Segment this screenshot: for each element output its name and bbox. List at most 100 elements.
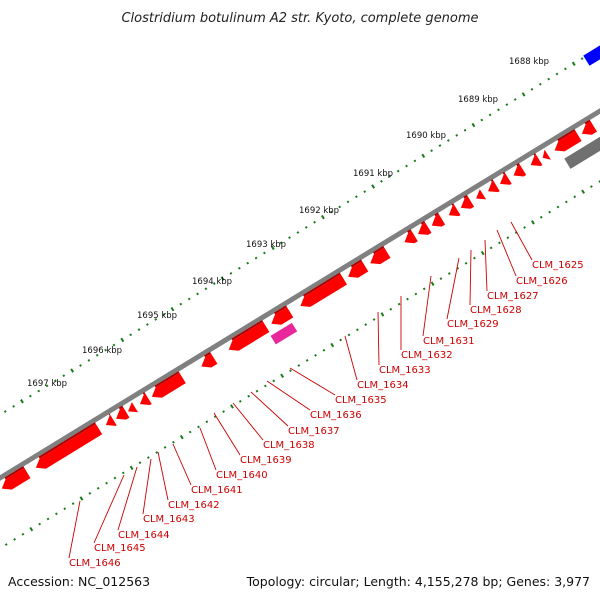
outer-scale-tick (455, 133, 459, 137)
scale-label: 1694 kbp (192, 277, 232, 287)
gene-label: CLM_1642 (168, 500, 220, 511)
outer-scale-tick (28, 394, 32, 398)
gene-label: CLM_1631 (423, 336, 475, 347)
inner-scale-tick (347, 333, 351, 337)
cds-arrow-shade (154, 371, 180, 388)
outer-scale-tick (338, 205, 342, 209)
scale-label: 1688 kbp (509, 57, 549, 67)
inner-scale-tick (163, 445, 167, 449)
gene-label-leader (250, 391, 289, 427)
gene-labels: CLM_1625 CLM_1626 CLM_1627 CLM_1628 CLM_1629… (69, 260, 584, 569)
outer-scale-tick (187, 297, 191, 301)
outer-scale-tick (438, 144, 442, 147)
gene-label-leader (199, 427, 217, 471)
cds-arrow (530, 154, 543, 166)
outer-scale-tick (555, 72, 559, 76)
inner-scale-tick (573, 195, 577, 199)
inner-scale-tick (113, 476, 117, 480)
inner-scale-tick (548, 210, 552, 214)
cds-arrow (476, 189, 487, 200)
scale-label: 1691 kbp (353, 169, 393, 179)
outer-scale-tick (204, 287, 208, 291)
cds-arrow (460, 196, 475, 209)
outer-scale-tick (220, 276, 225, 281)
inner-scale-tick (21, 532, 25, 536)
cds-arrow (513, 164, 527, 177)
outer-scale-tick (246, 261, 250, 265)
blue-feature (583, 45, 600, 66)
gene-label-leader (68, 500, 81, 559)
outer-scale-tick (254, 256, 258, 260)
inner-scale-tick (364, 323, 368, 327)
outer-scale-tick (79, 364, 82, 367)
scale-labels: 1688 kbp 1689 kbp 1690 kbp 1691 kbp 1692 kbp… (27, 57, 549, 389)
cds-arrow-shade (490, 179, 494, 182)
inner-scale-tick (96, 486, 100, 490)
gene-label: CLM_1636 (310, 410, 362, 421)
inner-scale-tick (314, 353, 317, 357)
outer-scale-tick (212, 282, 216, 286)
inner-scale-tick (380, 312, 385, 317)
cds-arrow (300, 274, 347, 307)
inner-scale-tick (498, 241, 501, 245)
outer-scale-tick (154, 318, 158, 321)
cds-arrow-shade (451, 203, 455, 206)
inner-scale-tick (255, 389, 259, 393)
outer-scale-tick (296, 231, 300, 234)
gene-label: CLM_1641 (191, 485, 243, 496)
cds-arrow-shade (533, 153, 537, 156)
cds-arrow (500, 173, 512, 185)
outer-scale-tick (571, 61, 576, 66)
scale-label: 1690 kbp (406, 131, 446, 141)
cds-arrow-shade (516, 163, 520, 167)
cds-arrow (488, 180, 500, 193)
inner-scale-tick (172, 440, 175, 444)
cds-arrow-shade (38, 422, 96, 459)
gene-label-leader (172, 443, 192, 486)
scale-label: 1695 kbp (137, 311, 177, 321)
inner-scale-tick (523, 226, 526, 229)
outer-scale-tick (229, 272, 233, 275)
inner-scale-tick (581, 189, 585, 194)
outer-scale-tick (530, 87, 534, 91)
outer-scale-tick (104, 348, 107, 352)
cds-arrow-shade (407, 229, 412, 233)
cds-arrow (128, 402, 138, 413)
inner-scale-tick (556, 205, 560, 209)
inner-scale-tick (330, 342, 335, 348)
inner-scale-tick (389, 307, 393, 311)
cds-arrow-shade (350, 259, 363, 268)
inner-scale-tick (197, 425, 200, 429)
scale-label: 1697 kbp (27, 379, 67, 389)
cds-arrow-shade (420, 220, 426, 225)
inner-scale-tick (272, 379, 276, 383)
cds-arrow (554, 130, 582, 152)
gene-label-leader (422, 275, 432, 337)
scale-label: 1689 kbp (458, 95, 498, 105)
gene-label: CLM_1635 (335, 395, 387, 406)
outer-scale-tick (120, 337, 125, 343)
gene-label-leader (232, 402, 264, 441)
inner-scale-tick (29, 526, 34, 532)
cds-arrow-shade (584, 119, 591, 125)
outer-scale-tick (196, 292, 199, 296)
gene-label-leader (266, 380, 311, 411)
outer-scale-tick (237, 266, 241, 270)
inner-scale-tick (397, 302, 401, 306)
features (1, 45, 600, 490)
outer-scale-tick (112, 343, 116, 347)
gene-label: CLM_1640 (216, 470, 268, 481)
outer-scale-tick (54, 379, 57, 383)
outer-scale-tick (263, 251, 266, 255)
gene-label: CLM_1632 (401, 350, 453, 361)
scale-label: 1696 kbp (82, 346, 122, 356)
inner-scale-tick (155, 451, 159, 454)
cds-arrow-shade (434, 212, 439, 217)
inner-scale-tick (129, 465, 134, 471)
gene-label: CLM_1625 (532, 260, 584, 271)
outer-scale-tick (446, 139, 450, 142)
cds-arrow (201, 353, 218, 368)
cds-arrow-shade (142, 392, 146, 395)
outer-scale-tick (179, 302, 183, 306)
trna-feature (270, 322, 298, 345)
